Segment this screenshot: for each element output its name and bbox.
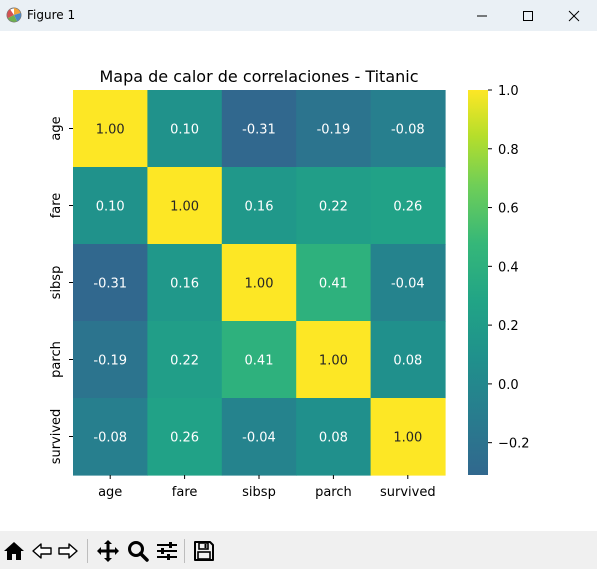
colorbar-tick-label: 0.0 xyxy=(498,378,519,393)
cell-value-label: -0.31 xyxy=(93,277,127,292)
y-tick-label: sibsp xyxy=(49,266,64,300)
heatmap-cell xyxy=(221,90,297,168)
heatmap-cell xyxy=(147,321,223,399)
x-tick-label: age xyxy=(98,485,122,500)
maximize-icon xyxy=(523,11,533,21)
heatmap-cell xyxy=(370,167,446,245)
heatmap-cell xyxy=(221,398,297,476)
cell-value-label: -0.31 xyxy=(242,123,276,138)
back-button[interactable] xyxy=(30,539,54,563)
y-tick-label: survived xyxy=(49,409,64,465)
colorbar-tick-label: 0.4 xyxy=(498,260,519,275)
navigation-toolbar xyxy=(0,531,597,569)
chart-title: Mapa de calor de correlaciones - Titanic xyxy=(99,67,418,86)
window-titlebar: Figure 1 xyxy=(0,0,597,31)
colorbar-tick-label: 0.2 xyxy=(498,319,519,334)
cell-value-label: -0.04 xyxy=(242,431,276,446)
toolbar-separator xyxy=(184,539,185,563)
colorbar-tick-label: 0.8 xyxy=(498,143,519,158)
cell-value-label: 0.16 xyxy=(170,277,199,292)
maximize-button[interactable] xyxy=(505,0,551,31)
save-button[interactable] xyxy=(192,539,216,563)
heatmap-cell xyxy=(370,321,446,399)
zoom-button[interactable] xyxy=(126,539,150,563)
cell-value-label: 0.26 xyxy=(170,431,199,446)
y-tick-label: parch xyxy=(49,341,64,378)
x-tick-label: parch xyxy=(315,485,352,500)
cell-value-label: 0.41 xyxy=(319,277,348,292)
x-tick-label: fare xyxy=(172,485,198,500)
figure-canvas[interactable]: Mapa de calor de correlaciones - Titanic… xyxy=(0,31,597,531)
cell-value-label: 0.10 xyxy=(96,200,125,215)
sliders-icon xyxy=(157,542,177,560)
configure-subplots-button[interactable] xyxy=(155,539,179,563)
heatmap-cell xyxy=(73,90,148,168)
heatmap-chart: Mapa de calor de correlaciones - Titanic… xyxy=(49,67,530,500)
home-button[interactable] xyxy=(2,539,26,563)
heatmap-cell xyxy=(221,244,297,322)
toolbar-separator xyxy=(87,539,88,563)
heatmap-cell xyxy=(296,167,372,245)
heatmap-cell xyxy=(296,398,372,476)
floppy-disk-icon xyxy=(194,541,214,561)
arrow-right-icon xyxy=(58,543,78,559)
cell-value-label: -0.19 xyxy=(317,123,351,138)
close-button[interactable] xyxy=(551,0,597,31)
cell-value-label: -0.19 xyxy=(93,354,127,369)
cell-value-label: 1.00 xyxy=(245,277,274,292)
cell-value-label: 0.41 xyxy=(245,354,274,369)
colorbar xyxy=(468,90,488,475)
cell-value-label: 1.00 xyxy=(170,200,199,215)
heatmap-cell xyxy=(73,398,148,476)
cell-value-label: 0.22 xyxy=(319,200,348,215)
cell-value-label: 0.16 xyxy=(245,200,274,215)
x-tick-label: sibsp xyxy=(242,485,276,500)
heatmap-cell xyxy=(370,244,446,322)
cell-value-label: 0.26 xyxy=(393,200,422,215)
cell-value-label: 0.08 xyxy=(393,354,422,369)
heatmap-cell xyxy=(296,244,372,322)
home-icon xyxy=(4,542,24,560)
heatmap-cell xyxy=(221,321,297,399)
pan-button[interactable] xyxy=(96,539,120,563)
heatmap-cell xyxy=(221,167,297,245)
heatmap-cell xyxy=(147,90,223,168)
move-icon xyxy=(97,540,119,562)
colorbar-tick-label: −0.2 xyxy=(498,437,530,452)
cell-value-label: 0.22 xyxy=(170,354,199,369)
cell-value-label: -0.08 xyxy=(93,431,127,446)
heatmap-cell xyxy=(296,90,372,168)
heatmap-cell xyxy=(296,321,372,399)
heatmap-cell xyxy=(73,167,148,245)
close-icon xyxy=(568,10,580,22)
heatmap-cell xyxy=(73,321,148,399)
forward-button[interactable] xyxy=(56,539,80,563)
cell-value-label: -0.04 xyxy=(391,277,425,292)
cell-value-label: -0.08 xyxy=(391,123,425,138)
matplotlib-figure-icon xyxy=(6,7,22,23)
minimize-icon xyxy=(477,15,487,17)
window-title: Figure 1 xyxy=(27,8,76,22)
heatmap-cell xyxy=(147,398,223,476)
magnifier-icon xyxy=(128,541,149,562)
cell-value-label: 1.00 xyxy=(319,354,348,369)
cell-value-label: 0.08 xyxy=(319,431,348,446)
colorbar-tick-label: 1.0 xyxy=(498,84,519,99)
cell-value-label: 1.00 xyxy=(96,123,125,138)
heatmap-cell xyxy=(370,90,446,168)
heatmap-cell xyxy=(370,398,446,476)
y-tick-label: age xyxy=(49,116,64,140)
heatmap-cell xyxy=(147,244,223,322)
cell-value-label: 0.10 xyxy=(170,123,199,138)
heatmap-cell xyxy=(73,244,148,322)
colorbar-tick-label: 0.6 xyxy=(498,202,519,217)
arrow-left-icon xyxy=(32,543,52,559)
y-tick-label: fare xyxy=(49,193,64,219)
heatmap-cell xyxy=(147,167,223,245)
minimize-button[interactable] xyxy=(459,0,505,31)
cell-value-label: 1.00 xyxy=(393,431,422,446)
x-tick-label: survived xyxy=(380,485,436,500)
